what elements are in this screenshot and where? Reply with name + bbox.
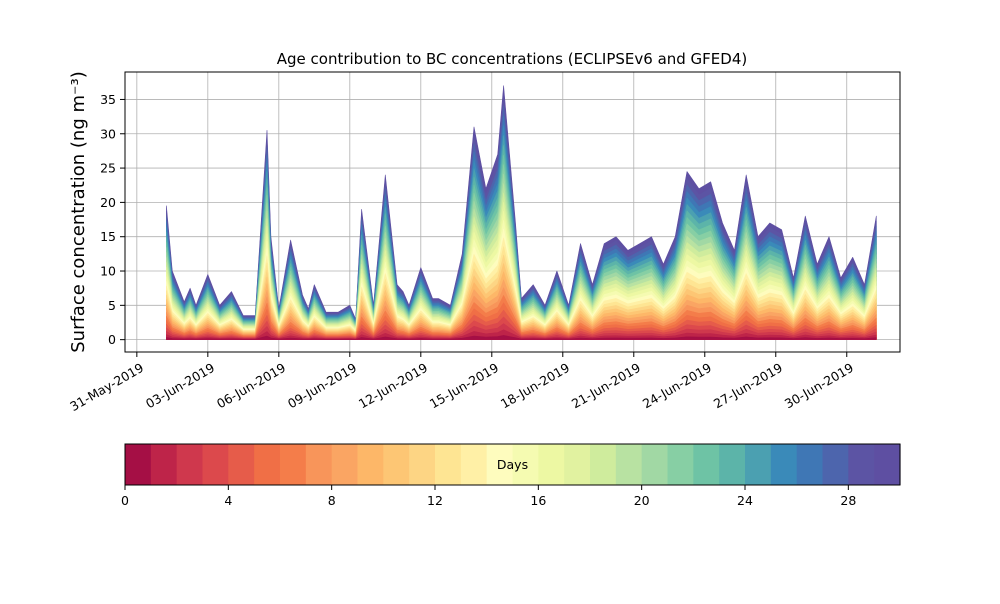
colorbar-swatch xyxy=(357,444,384,485)
x-tick-label: 03-Jun-2019 xyxy=(143,360,217,411)
y-tick-label: 10 xyxy=(100,264,116,279)
stacked-area-plot xyxy=(166,85,877,340)
colorbar-tick-label: 28 xyxy=(840,493,856,508)
colorbar-tick-label: 12 xyxy=(427,493,443,508)
y-axis-label: Surface concentration (ng m⁻³) xyxy=(68,71,89,353)
colorbar-swatch xyxy=(254,444,281,485)
colorbar-swatch xyxy=(874,444,901,485)
colorbar-swatch xyxy=(305,444,333,485)
x-axis: 31-May-201903-Jun-201906-Jun-201909-Jun-… xyxy=(67,352,856,414)
x-tick-label: 31-May-2019 xyxy=(67,360,146,414)
y-axis: 0 5 10 15 20 25 30 35 xyxy=(100,92,125,347)
y-tick-label: 20 xyxy=(100,195,116,210)
x-tick-label: 27-Jun-2019 xyxy=(711,360,785,411)
colorbar-swatch xyxy=(641,444,669,485)
colorbar-swatch xyxy=(280,444,307,485)
x-tick-label: 15-Jun-2019 xyxy=(427,360,501,411)
y-tick-label: 25 xyxy=(100,161,116,176)
colorbar-swatch xyxy=(770,444,798,485)
colorbar-swatch xyxy=(512,444,539,485)
colorbar-swatch xyxy=(331,444,359,485)
x-tick-label: 24-Jun-2019 xyxy=(640,360,714,411)
y-tick-label: 5 xyxy=(108,298,116,313)
colorbar-tick-label: 16 xyxy=(530,493,546,508)
x-tick-label: 06-Jun-2019 xyxy=(214,360,288,411)
colorbar-swatch xyxy=(590,444,617,485)
colorbar-swatch xyxy=(409,444,436,485)
y-tick-label: 35 xyxy=(100,92,116,107)
y-tick-label: 15 xyxy=(100,229,116,244)
colorbar-swatch xyxy=(486,444,514,485)
colorbar-swatch xyxy=(796,444,824,485)
x-tick-label: 09-Jun-2019 xyxy=(285,360,359,411)
chart-title: Age contribution to BC concentrations (E… xyxy=(277,50,748,68)
colorbar-label: Days xyxy=(497,457,528,472)
x-tick-label: 18-Jun-2019 xyxy=(498,360,572,411)
x-tick-label: 30-Jun-2019 xyxy=(782,360,856,411)
colorbar-swatch xyxy=(150,444,178,485)
x-tick-label: 12-Jun-2019 xyxy=(356,360,430,411)
age-band-0-days xyxy=(166,335,877,340)
colorbar-tick-label: 4 xyxy=(224,493,232,508)
plot-frame xyxy=(124,71,901,353)
colorbar-tick-label: 0 xyxy=(121,493,129,508)
colorbar-tick-label: 24 xyxy=(737,493,753,508)
colorbar: 0 4 8 12 16 20 24 28 Days xyxy=(121,443,901,508)
colorbar-swatch xyxy=(745,444,772,485)
colorbar-swatch xyxy=(176,444,204,485)
colorbar-swatch xyxy=(538,444,565,485)
colorbar-swatch xyxy=(435,444,462,485)
colorbar-swatch xyxy=(460,444,488,485)
colorbar-swatch xyxy=(564,444,591,485)
colorbar-swatch xyxy=(719,444,746,485)
colorbar-tick-label: 8 xyxy=(328,493,336,508)
y-tick-label: 30 xyxy=(100,126,116,141)
x-tick-label: 21-Jun-2019 xyxy=(569,360,643,411)
colorbar-swatch xyxy=(125,444,152,485)
colorbar-frame xyxy=(124,443,901,486)
y-tick-label: 0 xyxy=(108,332,116,347)
colorbar-swatch xyxy=(383,444,410,485)
colorbar-swatch xyxy=(615,444,643,485)
colorbar-tick-label: 20 xyxy=(634,493,650,508)
colorbar-swatch xyxy=(848,444,875,485)
colorbar-swatch xyxy=(667,444,694,485)
colorbar-swatch xyxy=(693,444,720,485)
colorbar-swatch xyxy=(822,444,849,485)
colorbar-swatch xyxy=(228,444,255,485)
colorbar-swatch xyxy=(202,444,229,485)
